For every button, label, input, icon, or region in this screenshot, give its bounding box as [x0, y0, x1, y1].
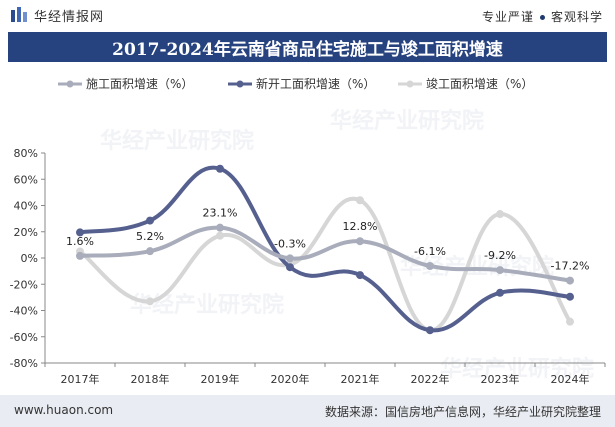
- data-label: 1.6%: [66, 235, 94, 248]
- series-point: [216, 164, 224, 173]
- y-tick-label: -80%: [10, 357, 38, 370]
- x-tick-label: 2018年: [131, 372, 170, 386]
- line-chart: 华经产业研究院 华经产业研究院 华经产业研究院 华经产业研究院 华经产业研究院 …: [10, 76, 606, 386]
- logo-icon: [11, 7, 27, 22]
- x-tick-label: 2017年: [61, 372, 100, 386]
- data-label: -9.2%: [484, 249, 516, 262]
- data-label: 23.1%: [203, 207, 238, 220]
- footer: www.huaon.com 数据来源：国信房地产信息网，华经产业研究院整理: [0, 395, 615, 427]
- data-labels: 1.6% 5.2% 23.1% -0.3% 12.8% -6.1% -9.2% -17.2%: [66, 207, 589, 273]
- x-tick-label: 2022年: [411, 372, 450, 386]
- legend: 施工面积增速（%） 新开工面积增速（%） 竣工面积增速（%）: [58, 76, 533, 91]
- y-tick-label: -60%: [10, 331, 38, 344]
- y-tick-label: 60%: [14, 173, 38, 186]
- y-tick-label: 0%: [21, 252, 38, 265]
- data-label: -6.1%: [414, 245, 446, 258]
- series-point: [496, 288, 504, 297]
- logo: 华经情报网: [10, 6, 105, 25]
- title-bar: 2017-2024年云南省商品住宅施工与竣工面积增速: [8, 32, 607, 62]
- logo-text: 华经情报网: [34, 9, 105, 25]
- series-point: [566, 276, 574, 285]
- series-point: [146, 216, 154, 225]
- axes: -80% -60% -40% -20% 0% 20% 40% 60% 80% 2017年 2018年…: [10, 147, 606, 386]
- x-tick-label: 2024年: [551, 372, 590, 386]
- slogan-dot: [539, 15, 545, 20]
- watermark-text: 华经产业研究院: [440, 356, 594, 382]
- footer-website: www.huaon.com: [14, 403, 114, 417]
- legend-label: 新开工面积增速（%）: [256, 76, 375, 91]
- y-tick-label: 40%: [14, 200, 38, 213]
- series-point: [146, 297, 154, 306]
- watermark-text: 华经产业研究院: [330, 108, 484, 134]
- y-tick-label: 20%: [14, 226, 38, 239]
- series-point: [76, 251, 84, 260]
- series-point: [566, 292, 574, 301]
- series-point: [356, 237, 364, 246]
- series-line: [78, 165, 572, 333]
- series-point: [286, 254, 294, 263]
- series-point: [496, 210, 504, 219]
- header: 华经情报网 专业严谨 客观科学: [0, 0, 615, 30]
- footer-source: 数据来源：国信房地产信息网，华经产业研究院整理: [324, 405, 601, 419]
- watermark-group: 华经产业研究院 华经产业研究院 华经产业研究院 华经产业研究院 华经产业研究院: [100, 108, 594, 382]
- y-tick-label: -20%: [10, 278, 38, 291]
- legend-marker: [66, 80, 74, 88]
- data-label: -17.2%: [551, 260, 590, 273]
- data-label: 12.8%: [343, 220, 378, 233]
- y-tick-label: 80%: [14, 147, 38, 160]
- watermark-text: 华经产业研究院: [130, 292, 284, 318]
- series-point: [426, 326, 434, 335]
- series-point: [146, 247, 154, 256]
- series-point: [496, 266, 504, 275]
- series-point: [356, 196, 364, 205]
- data-label: 5.2%: [136, 230, 164, 243]
- series-line: [78, 225, 572, 283]
- series-point: [216, 231, 224, 240]
- data-label: -0.3%: [274, 237, 306, 250]
- chart-title: 2017-2024年云南省商品住宅施工与竣工面积增速: [112, 39, 503, 60]
- slogan-right: 客观科学: [550, 10, 603, 24]
- watermark-text: 华经产业研究院: [100, 128, 254, 154]
- x-tick-label: 2019年: [201, 372, 240, 386]
- slogan: 专业严谨 客观科学: [482, 8, 603, 25]
- series-point: [216, 223, 224, 232]
- x-tick-label: 2023年: [481, 372, 520, 386]
- legend-label: 施工面积增速（%）: [86, 77, 193, 91]
- x-tick-label: 2021年: [341, 372, 380, 386]
- series-point: [76, 228, 84, 237]
- series-layer: [76, 164, 574, 335]
- legend-marker: [236, 80, 244, 88]
- series-point: [356, 271, 364, 280]
- series-point: [566, 317, 574, 326]
- legend-marker: [406, 80, 414, 88]
- series-point: [286, 263, 294, 272]
- x-tick-label: 2020年: [271, 372, 310, 386]
- legend-label: 竣工面积增速（%）: [426, 76, 533, 91]
- slogan-left: 专业严谨: [481, 10, 534, 24]
- series-point: [426, 262, 434, 271]
- y-tick-label: -40%: [10, 305, 38, 318]
